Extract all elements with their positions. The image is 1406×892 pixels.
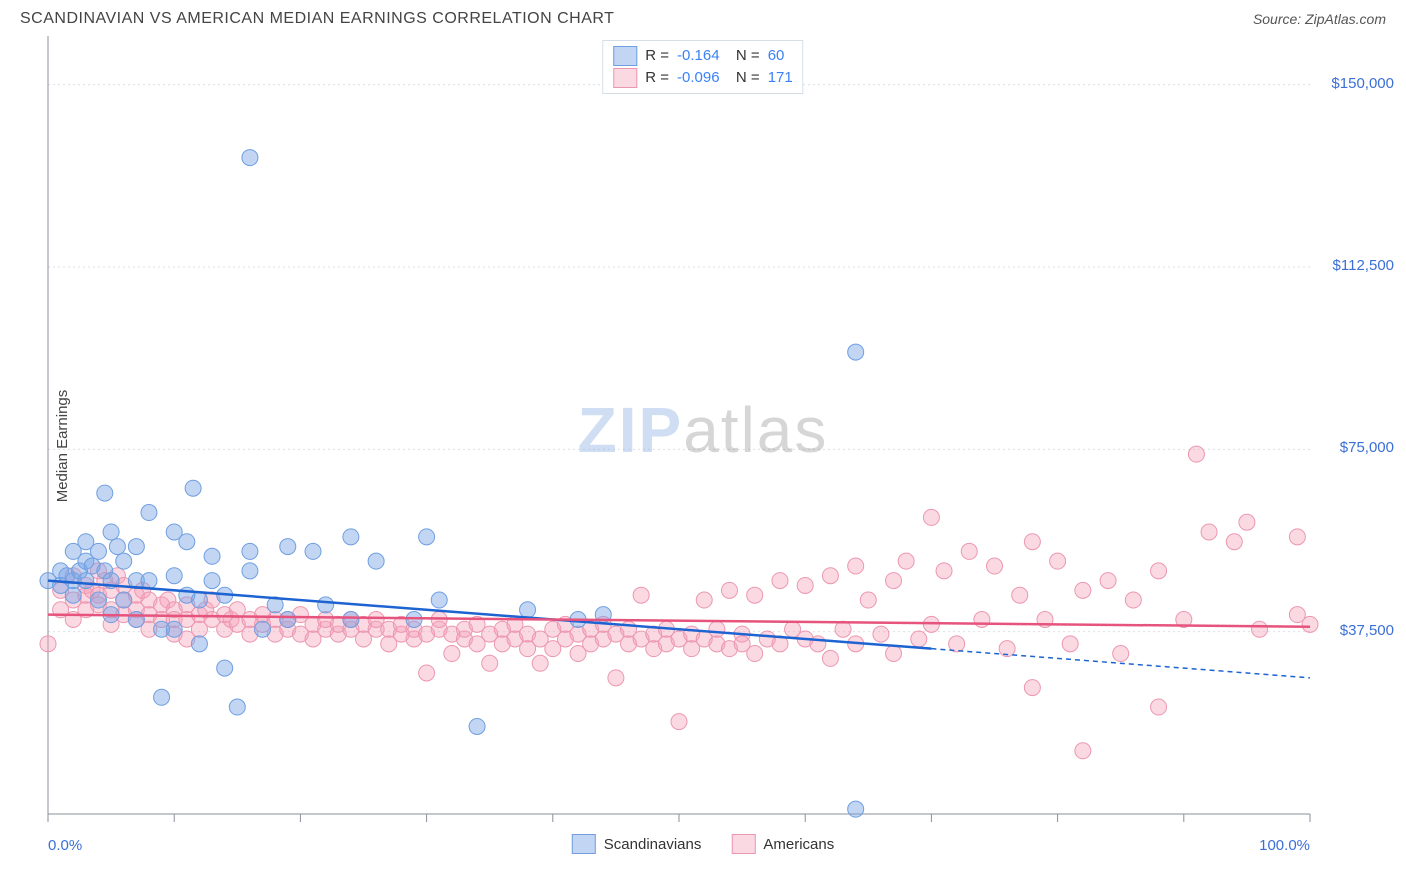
r-value-americans: -0.096 [677, 67, 720, 89]
legend-label: Scandinavians [604, 836, 702, 853]
n-value-scandinavians: 60 [768, 45, 785, 67]
chart-source: Source: ZipAtlas.com [1253, 11, 1386, 27]
r-value-scandinavians: -0.164 [677, 45, 720, 67]
chart-title: SCANDINAVIAN VS AMERICAN MEDIAN EARNINGS… [20, 10, 614, 28]
legend-row-americans: R = -0.096 N = 171 [613, 67, 792, 89]
n-value-americans: 171 [768, 67, 793, 89]
y-tick-label: $150,000 [1331, 75, 1394, 92]
y-tick-label: $75,000 [1340, 439, 1394, 456]
series-legend: Scandinavians Americans [572, 834, 834, 854]
legend-swatch-scandinavians [613, 46, 637, 66]
y-tick-label: $112,500 [1333, 257, 1394, 274]
legend-label: Americans [763, 836, 834, 853]
legend-item-scandinavians: Scandinavians [572, 834, 702, 854]
y-axis-title: Median Earnings [54, 390, 71, 503]
y-tick-label: $37,500 [1340, 622, 1394, 639]
legend-item-americans: Americans [731, 834, 834, 854]
chart-area: Median Earnings ZIPatlas R = -0.164 N = … [0, 36, 1406, 856]
legend-swatch-icon [572, 834, 596, 854]
legend-swatch-icon [731, 834, 755, 854]
correlation-legend: R = -0.164 N = 60 R = -0.096 N = 171 [602, 40, 803, 94]
legend-row-scandinavians: R = -0.164 N = 60 [613, 45, 792, 67]
scatter-plot [0, 36, 1406, 856]
legend-swatch-americans [613, 68, 637, 88]
x-axis-start-label: 0.0% [48, 837, 82, 854]
chart-header: SCANDINAVIAN VS AMERICAN MEDIAN EARNINGS… [0, 0, 1406, 36]
x-axis-end-label: 100.0% [1259, 837, 1310, 854]
